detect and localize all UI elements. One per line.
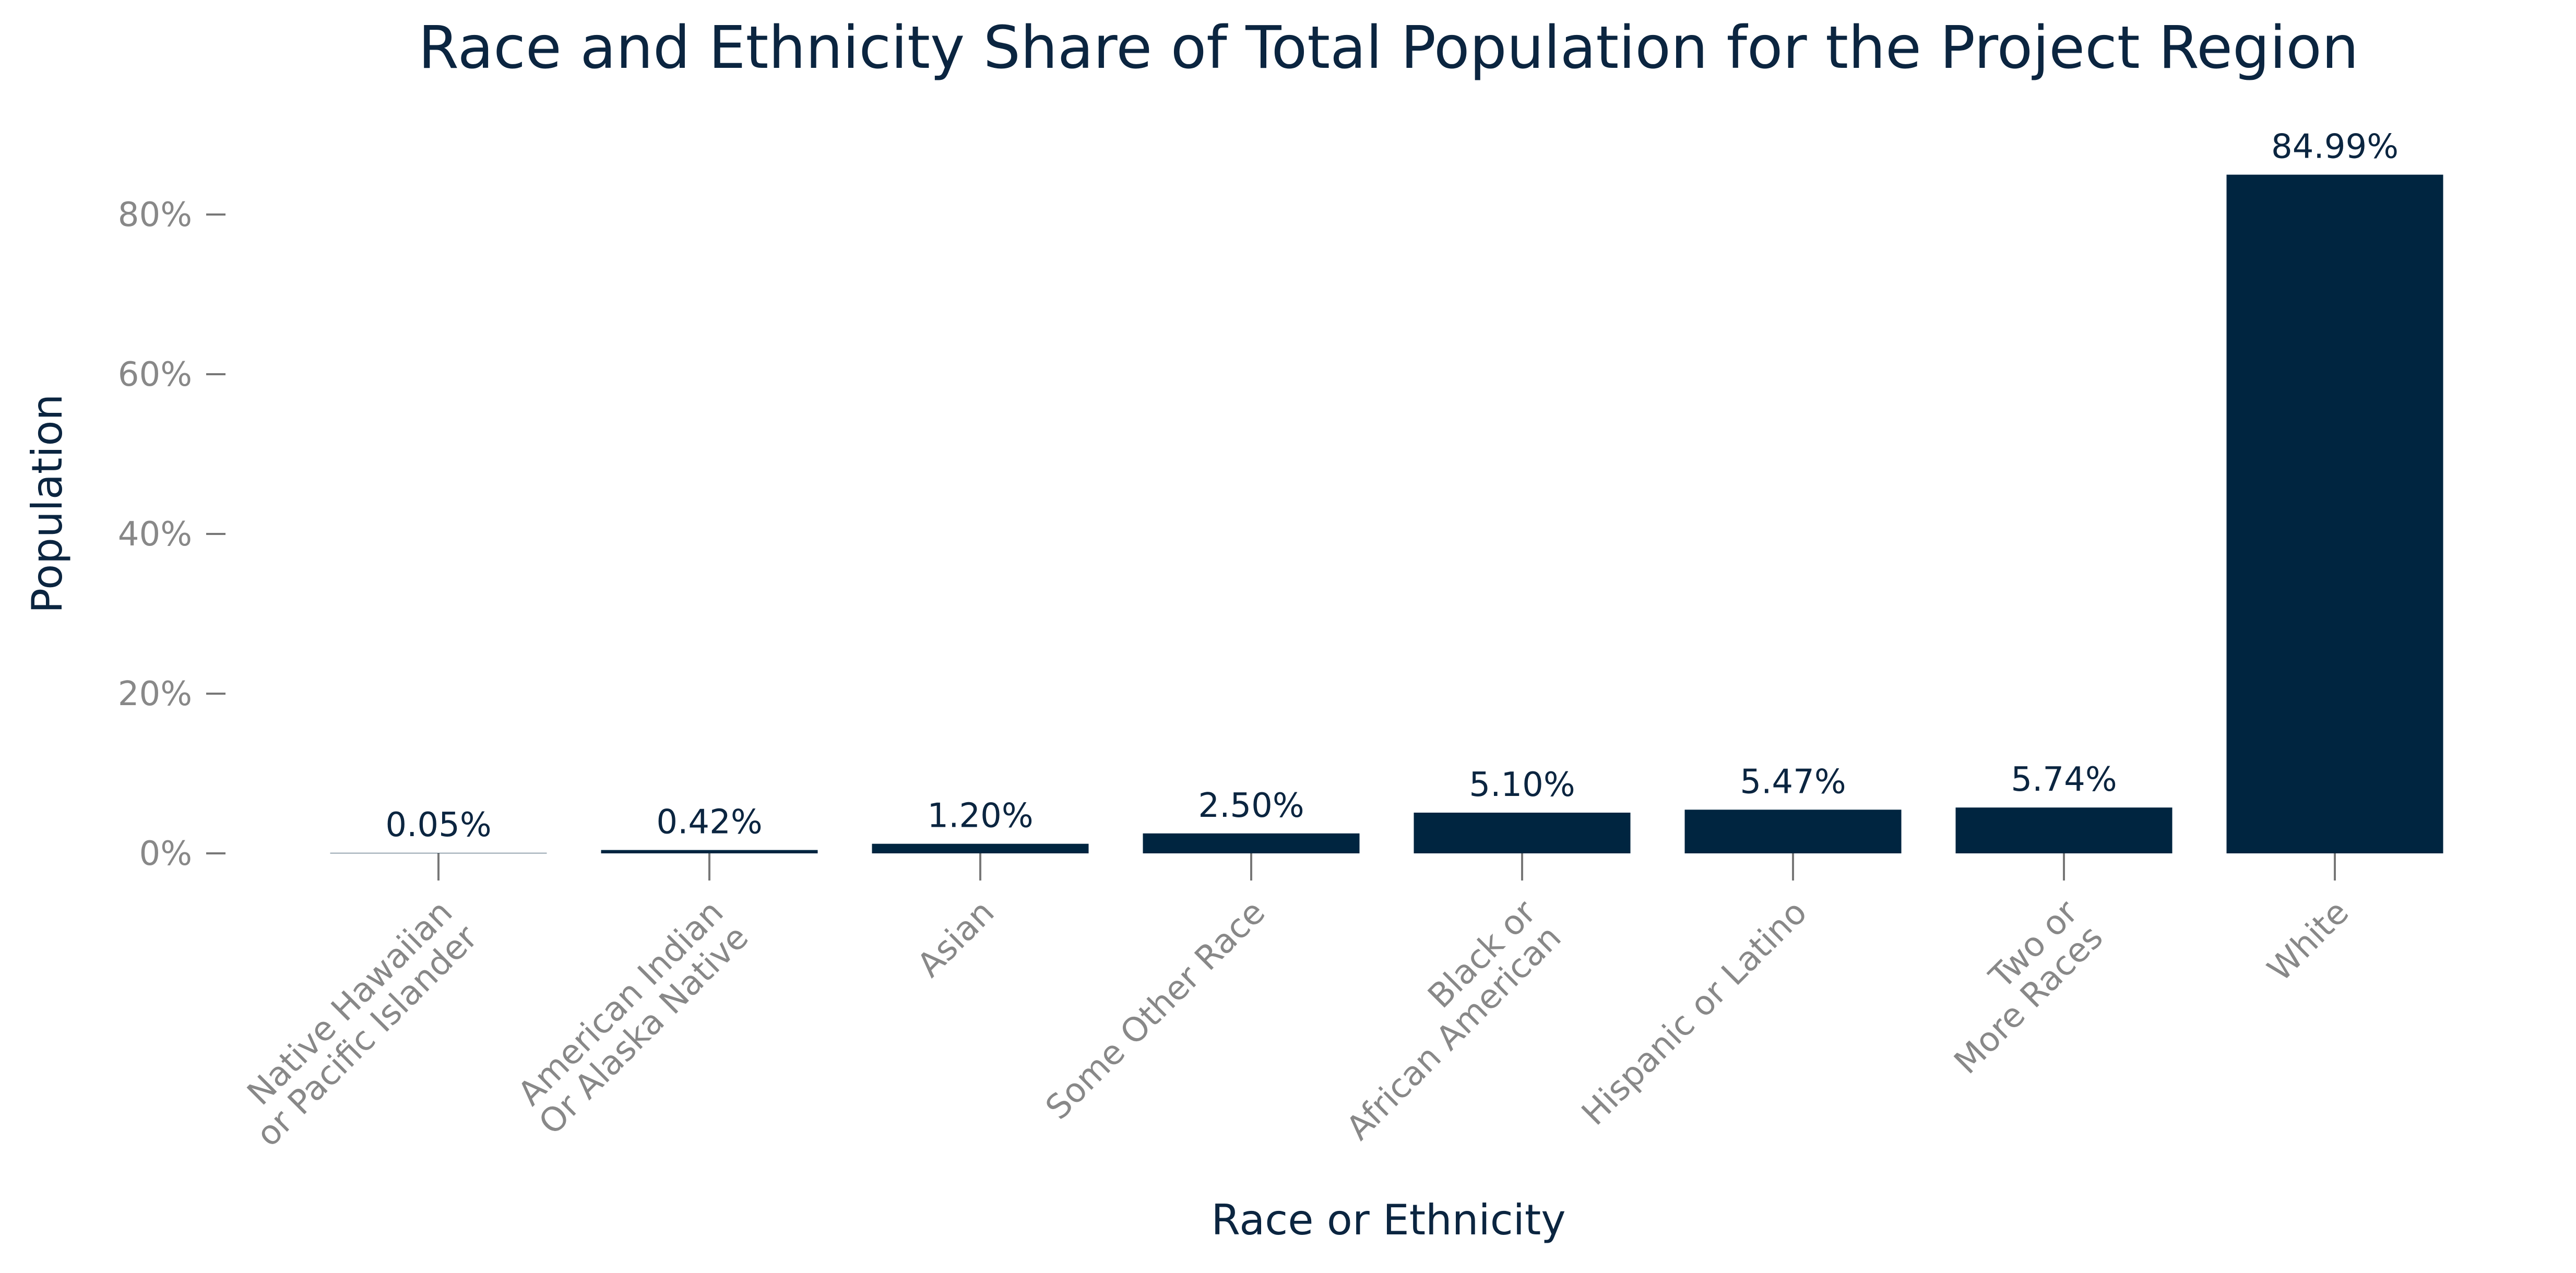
x-tick-label: Asian — [910, 893, 1002, 985]
bar-value-label: 1.20% — [927, 797, 1033, 836]
y-tick-label: 0% — [139, 835, 192, 873]
y-tick-label: 60% — [118, 355, 192, 394]
bar-value-label: 5.47% — [1740, 763, 1846, 801]
x-axis: Native Hawaiianor Pacific Islander Americ… — [224, 853, 2356, 1155]
bar — [872, 843, 1089, 853]
x-tick-label: White — [2260, 893, 2356, 989]
x-tick-label-line: or Pacific Islander — [249, 918, 485, 1155]
x-tick-label: Two orMore Races — [1922, 893, 2111, 1082]
y-tick-label: 40% — [118, 515, 192, 554]
x-tick-label: Hispanic or Latino — [1575, 893, 1815, 1133]
x-tick-label: American IndianOr Alaska Native — [506, 893, 756, 1143]
chart-title: Race and Ethnicity Share of Total Popula… — [418, 14, 2358, 82]
bar — [1414, 812, 1631, 853]
y-tick-label: 80% — [118, 196, 192, 234]
bar-value-label: 0.42% — [656, 803, 762, 842]
bar-value-label: 5.74% — [2011, 760, 2117, 799]
x-tick-label: Black orAfrican American — [1314, 893, 1569, 1148]
bar — [1684, 810, 1902, 853]
y-tick-label: 20% — [118, 675, 192, 713]
bar — [1143, 833, 1360, 853]
y-axis-label: Population — [23, 394, 72, 613]
bars: 0.05% 0.42% 1.20% 2.50% 5.10% 5.47% 5.74% 84.99… — [330, 128, 2443, 853]
y-axis: 0% 20% 40% 60% 80% — [118, 196, 225, 873]
bar — [601, 850, 818, 853]
bar-value-label: 0.05% — [385, 806, 491, 844]
bar-value-label: 84.99% — [2271, 128, 2399, 166]
x-tick-label-line: African American — [1339, 918, 1569, 1148]
x-tick-label-line: Hispanic or Latino — [1575, 893, 1815, 1133]
x-tick-label: Native Hawaiianor Pacific Islander — [224, 893, 485, 1155]
x-tick-label: Some Other Race — [1038, 893, 1273, 1127]
bar-value-label: 5.10% — [1469, 766, 1575, 804]
x-axis-label: Race or Ethnicity — [1211, 1196, 1565, 1244]
bar-value-label: 2.50% — [1198, 787, 1304, 825]
x-tick-label-line: Asian — [910, 893, 1002, 985]
bar — [2226, 174, 2443, 853]
x-tick-label-line: White — [2260, 893, 2356, 989]
x-tick-label-line: Or Alaska Native — [532, 918, 756, 1143]
x-tick-label-line: Some Other Race — [1038, 893, 1273, 1127]
bar — [1955, 807, 2173, 853]
